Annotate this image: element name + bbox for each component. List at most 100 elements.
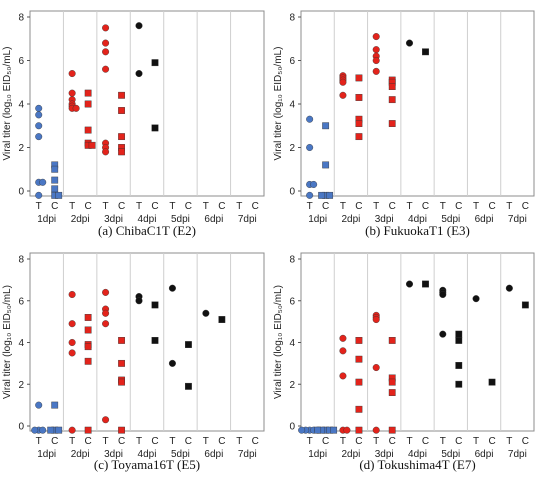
x-group-label: 3dpi bbox=[375, 214, 394, 225]
x-group-label: 4dpi bbox=[408, 214, 427, 225]
data-point-c bbox=[455, 337, 463, 344]
x-sublabel-t: T bbox=[103, 201, 109, 212]
x-group-label: 6dpi bbox=[475, 449, 494, 460]
data-point-c bbox=[55, 426, 63, 434]
data-point-c bbox=[388, 426, 396, 434]
x-sublabel-c: C bbox=[252, 436, 259, 447]
data-point-c bbox=[84, 314, 92, 321]
data-point-t bbox=[68, 320, 76, 328]
panel-caption: (c) Toyama16T (E5) bbox=[94, 457, 200, 472]
y-tick-label: 8 bbox=[289, 255, 295, 266]
data-point-t bbox=[72, 104, 80, 112]
data-point-c bbox=[185, 341, 192, 348]
x-group-label: 2dpi bbox=[71, 214, 90, 225]
data-point-c bbox=[355, 337, 363, 344]
x-sublabel-c: C bbox=[389, 201, 396, 212]
data-point-t bbox=[35, 111, 43, 119]
x-group-label: 7dpi bbox=[238, 449, 257, 460]
data-point-c bbox=[84, 357, 92, 365]
data-point-t bbox=[31, 426, 39, 434]
data-point-c bbox=[355, 405, 363, 413]
x-group-label: 6dpi bbox=[204, 449, 223, 460]
x-sublabel-c: C bbox=[185, 201, 192, 212]
data-point-t bbox=[372, 426, 380, 434]
x-sublabel-t: T bbox=[36, 436, 42, 447]
data-point-c bbox=[185, 382, 192, 390]
x-sublabel-t: T bbox=[69, 436, 75, 447]
x-sublabel-t: T bbox=[203, 201, 209, 212]
x-sublabel-t: T bbox=[36, 201, 42, 212]
data-point-c bbox=[118, 426, 125, 434]
data-point-c bbox=[151, 59, 159, 67]
data-point-t bbox=[372, 316, 380, 324]
x-sublabel-t: T bbox=[440, 201, 446, 212]
data-point-c bbox=[355, 378, 363, 386]
data-point-t bbox=[68, 290, 76, 298]
data-point-c bbox=[388, 96, 396, 104]
data-point-c bbox=[47, 426, 55, 434]
x-group-label: 6dpi bbox=[204, 214, 223, 225]
data-point-t bbox=[35, 133, 43, 141]
data-point-t bbox=[339, 372, 347, 380]
x-sublabel-c: C bbox=[151, 201, 158, 212]
x-sublabel-t: T bbox=[69, 201, 75, 212]
x-sublabel-c: C bbox=[118, 436, 125, 447]
data-point-c bbox=[118, 378, 125, 386]
data-point-t bbox=[339, 347, 347, 355]
x-group-label: 2dpi bbox=[71, 449, 90, 460]
y-axis-label: Viral titer (log₁₀ EID₅₀/mL) bbox=[273, 47, 284, 161]
x-group-label: 3dpi bbox=[104, 214, 123, 225]
data-point-c bbox=[51, 401, 59, 409]
data-point-c bbox=[118, 148, 125, 156]
data-point-t bbox=[306, 143, 314, 151]
y-tick-label: 8 bbox=[18, 13, 24, 24]
data-point-c bbox=[51, 165, 59, 173]
data-point-c bbox=[84, 326, 92, 334]
x-sublabel-c: C bbox=[488, 201, 495, 212]
x-group-label: 5dpi bbox=[171, 214, 190, 225]
x-sublabel-c: C bbox=[355, 201, 362, 212]
x-group-label: 7dpi bbox=[508, 214, 527, 225]
data-point-t bbox=[372, 57, 380, 65]
data-point-c bbox=[84, 89, 92, 97]
data-point-c bbox=[388, 120, 396, 127]
x-group-label: 1dpi bbox=[37, 214, 56, 225]
data-point-t bbox=[102, 309, 110, 317]
y-tick-label: 0 bbox=[18, 187, 24, 198]
x-sublabel-t: T bbox=[473, 436, 479, 447]
data-point-c bbox=[51, 176, 59, 184]
plot-frame bbox=[300, 10, 535, 197]
data-point-t bbox=[372, 46, 380, 54]
data-point-c bbox=[151, 124, 159, 132]
x-group-label: 1dpi bbox=[37, 449, 56, 460]
x-sublabel-c: C bbox=[185, 436, 192, 447]
x-sublabel-c: C bbox=[422, 436, 429, 447]
data-point-t bbox=[68, 339, 76, 347]
data-point-c bbox=[314, 426, 322, 434]
x-sublabel-t: T bbox=[340, 436, 346, 447]
data-point-t bbox=[339, 78, 347, 86]
data-point-t bbox=[372, 364, 380, 372]
data-point-c bbox=[422, 280, 429, 288]
x-sublabel-c: C bbox=[522, 201, 529, 212]
plot-frame bbox=[29, 10, 265, 197]
data-point-c bbox=[84, 343, 92, 351]
data-point-t bbox=[135, 70, 143, 78]
data-point-c bbox=[455, 362, 463, 369]
data-point-t bbox=[372, 33, 380, 41]
data-point-c bbox=[388, 83, 396, 91]
y-tick-label: 4 bbox=[18, 100, 24, 111]
x-sublabel-t: T bbox=[340, 201, 346, 212]
x-sublabel-t: T bbox=[307, 201, 313, 212]
data-point-t bbox=[102, 65, 110, 73]
data-point-t bbox=[68, 70, 76, 78]
data-point-t bbox=[68, 89, 76, 97]
x-sublabel-t: T bbox=[103, 436, 109, 447]
y-tick-label: 0 bbox=[18, 422, 24, 433]
x-sublabel-t: T bbox=[373, 436, 379, 447]
y-tick-label: 0 bbox=[289, 422, 295, 433]
data-point-t bbox=[339, 334, 347, 342]
